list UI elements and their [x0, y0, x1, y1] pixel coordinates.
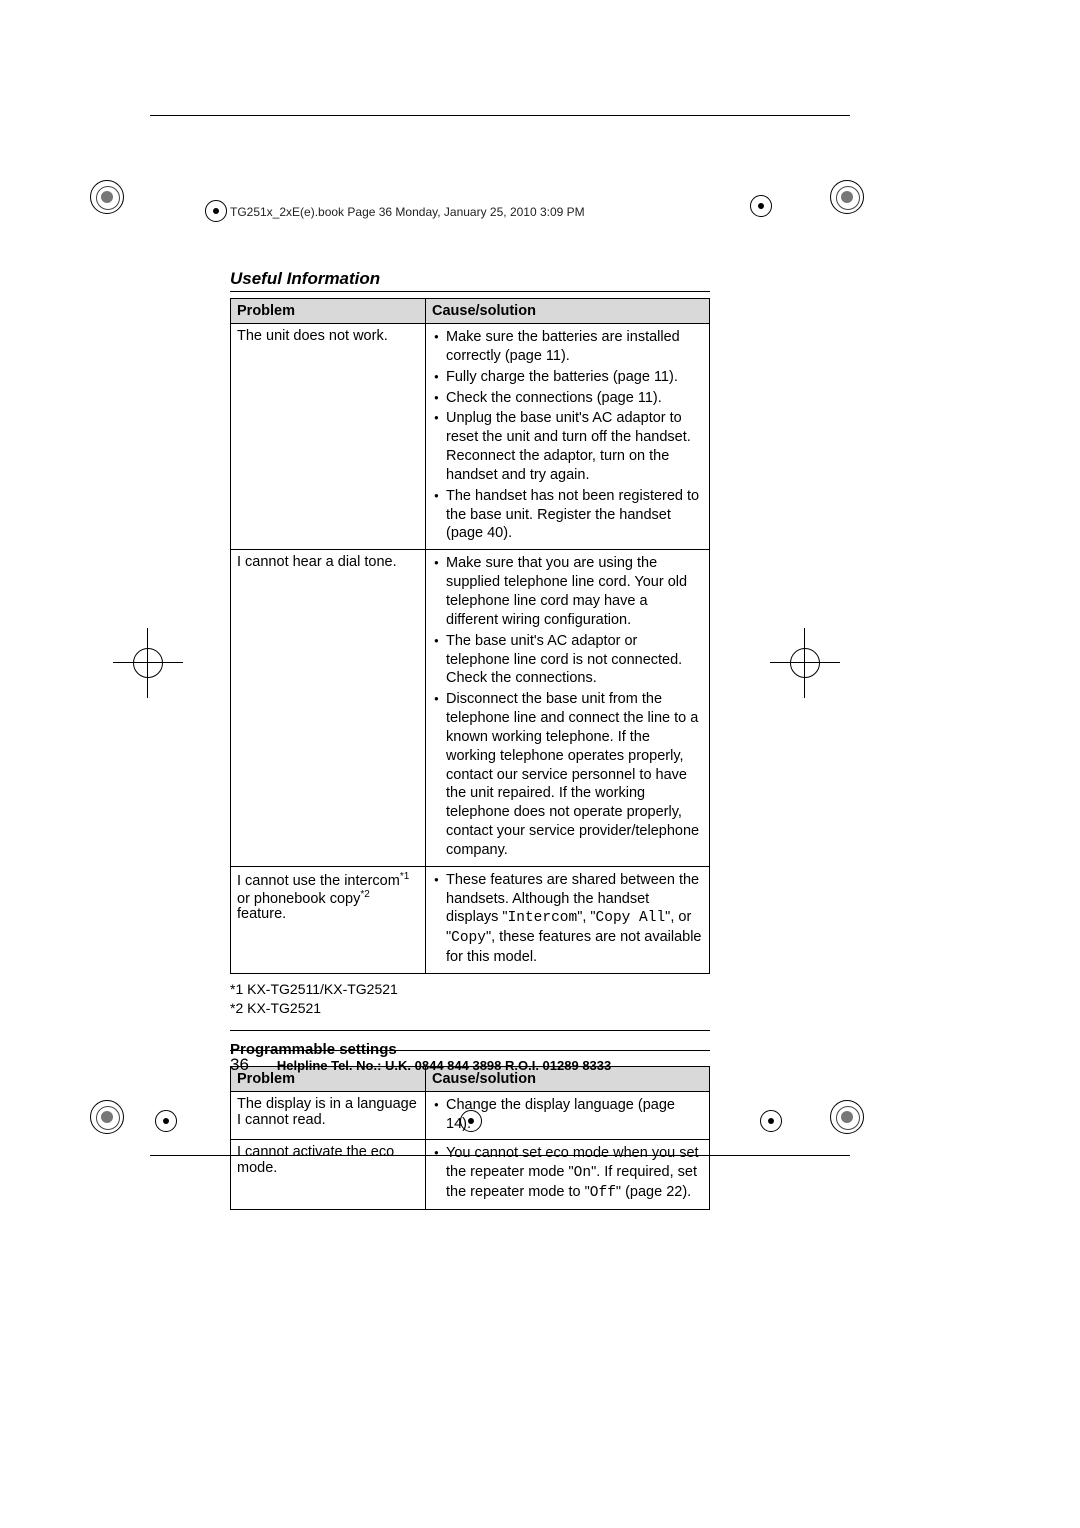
troubleshooting-table-1: Problem Cause/solution The unit does not… — [230, 298, 710, 974]
solution-item: Disconnect the base unit from the teleph… — [432, 690, 703, 860]
solution-cell: Change the display language (page 14). — [426, 1091, 710, 1140]
smallmark-header — [205, 200, 227, 222]
problem-cell: The display is in a language I cannot re… — [231, 1091, 426, 1140]
table-row: The display is in a language I cannot re… — [231, 1091, 710, 1140]
solution-cell: Make sure the batteries are installed co… — [426, 324, 710, 550]
solution-item: You cannot set eco mode when you set the… — [432, 1144, 703, 1203]
footnote-1: *1 KX-TG2511/KX-TG2521 — [230, 980, 710, 999]
crossmark-left — [133, 648, 163, 678]
regmark-bottom-left — [90, 1100, 124, 1134]
table-row: I cannot activate the eco mode.You canno… — [231, 1140, 710, 1210]
helpline-text: Helpline Tel. No.: U.K. 0844 844 3898 R.… — [277, 1058, 611, 1073]
table-row: I cannot hear a dial tone.Make sure that… — [231, 550, 710, 867]
solution-item: Check the connections (page 11). — [432, 389, 703, 408]
solution-item: Make sure the batteries are installed co… — [432, 328, 703, 366]
problem-cell: I cannot activate the eco mode. — [231, 1140, 426, 1210]
book-header: TG251x_2xE(e).book Page 36 Monday, Janua… — [230, 205, 710, 219]
regmark-top-right — [830, 180, 864, 214]
solution-item: These features are shared between the ha… — [432, 871, 703, 967]
table-row: The unit does not work.Make sure the bat… — [231, 324, 710, 550]
page-footer: 36 Helpline Tel. No.: U.K. 0844 844 3898… — [230, 1050, 710, 1075]
th-problem: Problem — [231, 299, 426, 324]
crossmark-right — [790, 648, 820, 678]
th-solution: Cause/solution — [426, 299, 710, 324]
solution-item: Change the display language (page 14). — [432, 1096, 703, 1134]
troubleshooting-table-2: Problem Cause/solution The display is in… — [230, 1066, 710, 1210]
solution-item: Unplug the base unit's AC adaptor to res… — [432, 409, 703, 484]
solution-item: The handset has not been registered to t… — [432, 487, 703, 544]
problem-cell: I cannot use the intercom*1 or phonebook… — [231, 866, 426, 973]
smallmark-bottom-left — [155, 1110, 177, 1132]
footnotes: *1 KX-TG2511/KX-TG2521 *2 KX-TG2521 — [230, 980, 710, 1018]
problem-cell: The unit does not work. — [231, 324, 426, 550]
page-number: 36 — [230, 1055, 249, 1075]
solution-cell: These features are shared between the ha… — [426, 866, 710, 973]
solution-cell: You cannot set eco mode when you set the… — [426, 1140, 710, 1210]
solution-item: Make sure that you are using the supplie… — [432, 554, 703, 629]
regmark-top-left — [90, 180, 124, 214]
footnote-2: *2 KX-TG2521 — [230, 999, 710, 1018]
solution-cell: Make sure that you are using the supplie… — [426, 550, 710, 867]
smallmark-top-right — [750, 195, 772, 217]
problem-cell: I cannot hear a dial tone. — [231, 550, 426, 867]
table-row: I cannot use the intercom*1 or phonebook… — [231, 866, 710, 973]
solution-item: The base unit's AC adaptor or telephone … — [432, 632, 703, 689]
solution-item: Fully charge the batteries (page 11). — [432, 368, 703, 387]
smallmark-bottom-right — [760, 1110, 782, 1132]
divider — [230, 1030, 710, 1031]
crop-line-top — [150, 115, 850, 116]
regmark-bottom-right — [830, 1100, 864, 1134]
section-title: Useful Information — [230, 269, 710, 292]
